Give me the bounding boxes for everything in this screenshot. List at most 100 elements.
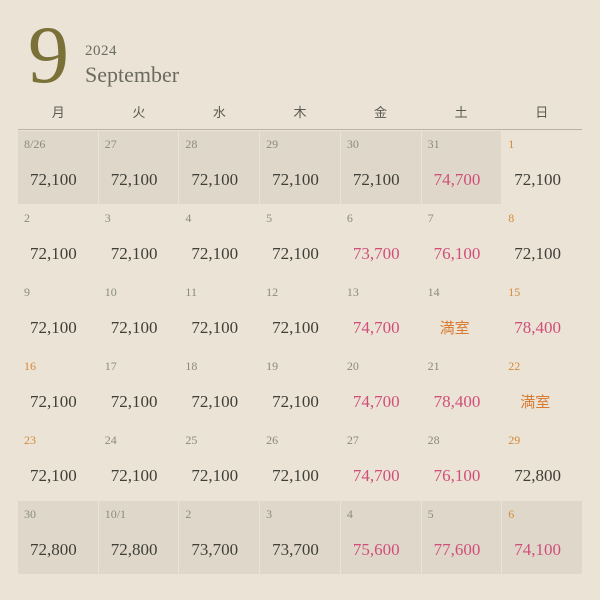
calendar-cell[interactable]: 2372,100 — [18, 427, 98, 500]
calendar-cell[interactable]: 8 72,100 — [502, 205, 582, 278]
price-label: 78,400 — [428, 392, 496, 426]
calendar-cell[interactable]: 21 78,400 — [422, 353, 502, 426]
day-number: 31 — [428, 137, 496, 152]
calendar-cell[interactable]: 776,100 — [422, 205, 502, 278]
calendar-cell[interactable]: 1374,700 — [341, 279, 421, 352]
calendar-cell[interactable]: 1578,400 — [502, 279, 582, 352]
day-number: 8 — [508, 211, 576, 226]
day-number: 26 — [266, 433, 334, 448]
full-label: 満室 — [428, 317, 496, 352]
price-label: 74,700 — [347, 392, 415, 426]
calendar-cell[interactable]: 1272,100 — [260, 279, 340, 352]
day-number: 2 — [24, 211, 92, 226]
day-number: 21 — [428, 359, 496, 374]
calendar-cell[interactable]: 2772,100 — [99, 131, 179, 204]
day-number: 23 — [24, 433, 92, 448]
calendar-cell[interactable]: 8/2672,100 — [18, 131, 98, 204]
price-label: 76,100 — [428, 466, 496, 500]
calendar-cell[interactable]: 1872,100 — [179, 353, 259, 426]
calendar-cell[interactable]: 475,600 — [341, 501, 421, 574]
day-number: 19 — [266, 359, 334, 374]
day-number: 6 — [347, 211, 415, 226]
price-label: 72,100 — [105, 392, 173, 426]
price-label: 76,100 — [428, 244, 496, 278]
day-number: 27 — [347, 433, 415, 448]
calendar-cell[interactable]: 472,100 — [179, 205, 259, 278]
weekday-label: 火 — [99, 102, 180, 121]
day-number: 5 — [428, 507, 496, 522]
calendar-cell[interactable]: 24 72,100 — [99, 427, 179, 500]
day-number: 28 — [185, 137, 253, 152]
calendar-cell[interactable]: 1672,100 — [18, 353, 98, 426]
month-number: 9 — [28, 20, 69, 90]
calendar-cell[interactable]: 28 76,100 — [422, 427, 502, 500]
calendar-header: 9 2024 September — [18, 20, 582, 90]
calendar-cell[interactable]: 1072,100 — [99, 279, 179, 352]
day-number: 27 — [105, 137, 173, 152]
calendar-cell[interactable]: 2872,100 — [179, 131, 259, 204]
calendar-cell[interactable]: 2972,100 — [260, 131, 340, 204]
calendar-cell[interactable]: 5 72,100 — [260, 205, 340, 278]
day-number: 29 — [508, 433, 576, 448]
price-label: 72,100 — [24, 170, 92, 204]
calendar-cell[interactable]: 31 74,700 — [422, 131, 502, 204]
calendar-cell[interactable]: 674,100 — [502, 501, 582, 574]
price-label: 72,100 — [266, 466, 334, 500]
weekday-label: 日 — [501, 102, 582, 121]
calendar-cell[interactable]: 3072,800 — [18, 501, 98, 574]
weekday-label: 金 — [340, 102, 421, 121]
price-label: 75,600 — [347, 540, 415, 574]
calendar-cell[interactable]: 673,700 — [341, 205, 421, 278]
month-text-block: 2024 September — [85, 43, 179, 90]
calendar-cell[interactable]: 22満室 — [502, 353, 582, 426]
price-label: 72,800 — [105, 540, 173, 574]
calendar-cell[interactable]: 27 74,700 — [341, 427, 421, 500]
price-label: 74,700 — [347, 466, 415, 500]
day-number: 17 — [105, 359, 173, 374]
calendar-cell[interactable]: 17 72,100 — [99, 353, 179, 426]
calendar-cell[interactable]: 972,100 — [18, 279, 98, 352]
calendar-cell[interactable]: 577,600 — [422, 501, 502, 574]
calendar-cell[interactable]: 30 72,100 — [341, 131, 421, 204]
calendar-cell[interactable]: 1172,100 — [179, 279, 259, 352]
calendar-cell[interactable]: 373,700 — [260, 501, 340, 574]
price-label: 72,100 — [185, 244, 253, 278]
price-label: 72,100 — [347, 170, 415, 204]
calendar-cell[interactable]: 26 72,100 — [260, 427, 340, 500]
price-label: 73,700 — [266, 540, 334, 574]
day-number: 30 — [347, 137, 415, 152]
day-number: 28 — [428, 433, 496, 448]
calendar-cell[interactable]: 272,100 — [18, 205, 98, 278]
calendar-cell[interactable]: 372,100 — [99, 205, 179, 278]
day-number: 24 — [105, 433, 173, 448]
day-number: 2 — [185, 507, 253, 522]
price-label: 73,700 — [185, 540, 253, 574]
calendar-cell[interactable]: 172,100 — [502, 131, 582, 204]
price-label: 74,700 — [428, 170, 496, 204]
price-label: 72,100 — [105, 466, 173, 500]
price-label: 72,100 — [266, 318, 334, 352]
month-name: September — [85, 62, 179, 88]
day-number: 15 — [508, 285, 576, 300]
price-label: 72,100 — [185, 466, 253, 500]
price-label: 72,100 — [266, 244, 334, 278]
price-label: 72,100 — [266, 392, 334, 426]
day-number: 29 — [266, 137, 334, 152]
day-number: 13 — [347, 285, 415, 300]
year-label: 2024 — [85, 43, 179, 60]
weekday-label: 水 — [179, 102, 260, 121]
price-label: 72,100 — [185, 318, 253, 352]
day-number: 9 — [24, 285, 92, 300]
calendar-cell[interactable]: 10/172,800 — [99, 501, 179, 574]
calendar-cell[interactable]: 2972,800 — [502, 427, 582, 500]
day-number: 5 — [266, 211, 334, 226]
calendar-cell[interactable]: 2074,700 — [341, 353, 421, 426]
calendar-cell[interactable]: 2 73,700 — [179, 501, 259, 574]
price-label: 72,100 — [508, 244, 576, 278]
calendar-cell[interactable]: 14満室 — [422, 279, 502, 352]
calendar-cell[interactable]: 2572,100 — [179, 427, 259, 500]
calendar-cell[interactable]: 19 72,100 — [260, 353, 340, 426]
day-number: 3 — [105, 211, 173, 226]
price-label: 72,100 — [508, 170, 576, 204]
price-label: 74,100 — [508, 540, 576, 574]
